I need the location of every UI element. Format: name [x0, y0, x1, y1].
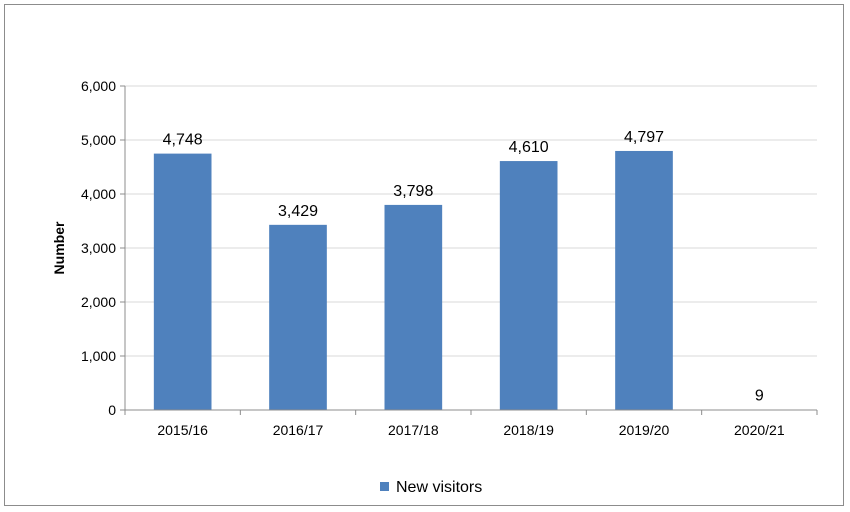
x-axis-ticks: 2015/16 2016/17 2017/18 2018/19 2019/20 2020/…	[124, 410, 818, 438]
y-tick-label: 0	[108, 402, 116, 418]
y-tick-label: 1,000	[81, 348, 116, 364]
legend-swatch	[380, 482, 389, 491]
y-axis-title: Number	[51, 221, 67, 274]
y-tick-label: 6,000	[81, 78, 116, 94]
data-label: 9	[755, 388, 764, 405]
y-tick-label: 3,000	[81, 240, 116, 256]
gridlines	[125, 85, 817, 357]
x-tick-label: 2019/20	[619, 422, 670, 438]
bar	[269, 224, 327, 410]
x-tick-label: 2018/19	[503, 422, 554, 438]
x-tick-label: 2016/17	[273, 422, 324, 438]
data-label: 3,429	[278, 203, 318, 220]
bars	[153, 150, 789, 410]
legend-label-new-visitors: New visitors	[396, 479, 482, 496]
y-tick-label: 5,000	[81, 132, 116, 148]
y-tick-label: 4,000	[81, 186, 116, 202]
bar	[499, 161, 558, 410]
data-label: 4,610	[509, 139, 549, 156]
y-axis-ticks: 0 1,000 2,000 3,000 4,000 5,000 6,000	[81, 78, 125, 418]
data-label: 3,798	[393, 183, 433, 200]
bar	[615, 150, 673, 410]
y-tick-label: 2,000	[81, 294, 116, 310]
x-tick-label: 2017/18	[388, 422, 439, 438]
bar	[384, 204, 443, 410]
x-tick-label: 2020/21	[734, 422, 785, 438]
legend: New visitors	[380, 479, 482, 496]
data-label: 4,797	[624, 129, 664, 146]
bar	[153, 153, 212, 410]
x-tick-label: 2015/16	[157, 422, 208, 438]
data-labels: 4,748 3,429 3,798 4,610 4,797 9	[163, 129, 764, 405]
data-label: 4,748	[163, 132, 203, 149]
